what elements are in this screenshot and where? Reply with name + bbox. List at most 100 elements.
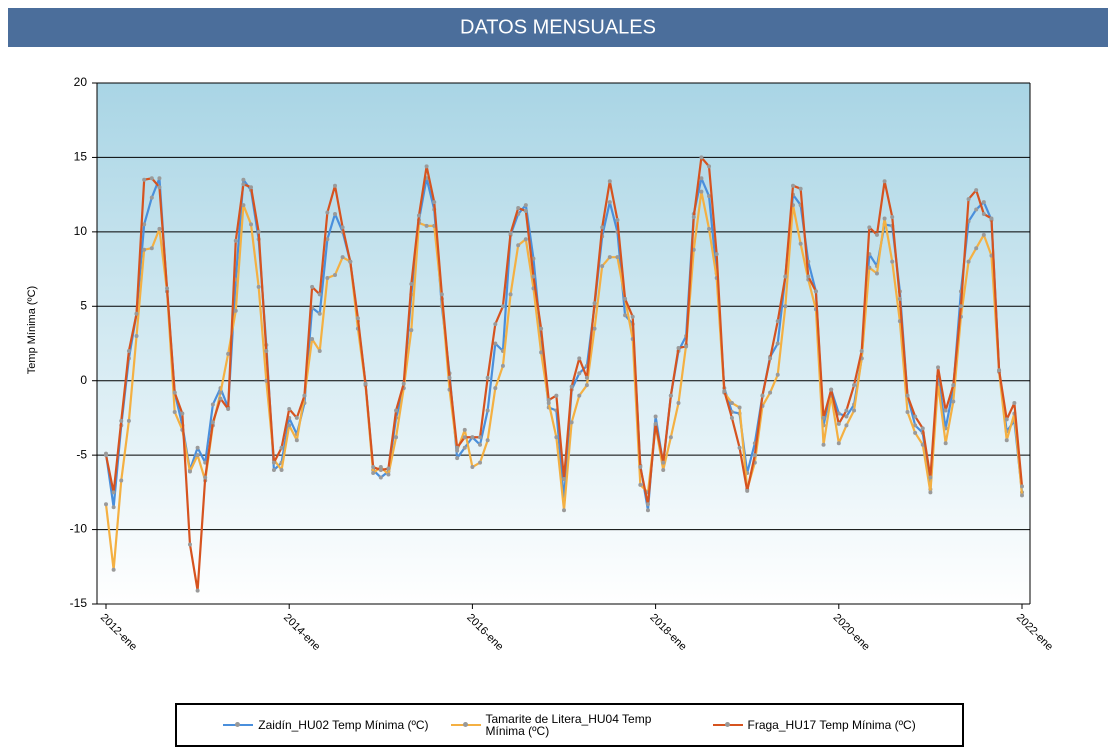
data-point bbox=[989, 216, 994, 221]
data-point bbox=[539, 326, 544, 331]
data-point bbox=[874, 232, 879, 237]
data-point bbox=[691, 214, 696, 219]
data-point bbox=[958, 304, 963, 309]
data-point bbox=[1020, 493, 1024, 498]
data-point bbox=[432, 200, 437, 205]
data-point bbox=[852, 383, 857, 388]
data-point bbox=[333, 273, 337, 278]
data-point bbox=[333, 211, 337, 216]
x-tick-label: 2018-ene bbox=[647, 612, 688, 653]
data-point bbox=[798, 241, 803, 246]
data-point bbox=[974, 246, 979, 251]
data-point bbox=[638, 465, 643, 470]
data-point bbox=[447, 375, 452, 380]
data-point bbox=[333, 183, 337, 188]
data-point bbox=[256, 284, 261, 289]
data-point bbox=[615, 255, 620, 260]
data-point bbox=[119, 478, 124, 483]
data-point bbox=[226, 351, 231, 356]
data-point bbox=[668, 393, 673, 398]
data-point bbox=[378, 475, 383, 480]
data-point bbox=[195, 453, 200, 458]
y-tick-label: 0 bbox=[80, 373, 87, 387]
data-point bbox=[264, 348, 269, 353]
y-tick-label: -5 bbox=[76, 447, 87, 461]
x-tick-label: 2014-ene bbox=[281, 612, 322, 653]
data-point bbox=[226, 406, 231, 411]
data-point bbox=[180, 411, 185, 416]
data-point bbox=[317, 348, 322, 353]
data-point bbox=[928, 490, 933, 495]
data-point bbox=[584, 375, 589, 380]
data-point bbox=[615, 217, 620, 222]
data-point bbox=[943, 441, 948, 446]
data-point bbox=[630, 314, 635, 319]
data-point bbox=[821, 442, 826, 447]
data-point bbox=[974, 207, 979, 212]
data-point bbox=[157, 226, 162, 231]
data-point bbox=[951, 399, 956, 404]
data-point bbox=[172, 409, 177, 414]
data-point bbox=[966, 197, 971, 202]
data-point bbox=[592, 326, 597, 331]
data-point bbox=[562, 476, 566, 481]
data-point bbox=[600, 225, 605, 230]
data-point bbox=[737, 405, 742, 410]
data-point bbox=[913, 414, 918, 419]
data-point bbox=[668, 435, 673, 440]
legend-swatch bbox=[450, 722, 481, 727]
legend-swatch bbox=[712, 722, 743, 727]
data-point bbox=[707, 194, 712, 199]
data-point bbox=[913, 423, 918, 428]
y-tick-label: 15 bbox=[74, 150, 88, 164]
plot-area bbox=[97, 83, 1030, 604]
data-point bbox=[111, 505, 116, 510]
data-point bbox=[554, 435, 559, 440]
data-point bbox=[523, 209, 528, 214]
legend-item: Fraga_HU17 Temp Mínima (ºC) bbox=[712, 718, 916, 732]
data-point bbox=[661, 460, 666, 465]
data-point bbox=[684, 344, 689, 349]
data-point bbox=[997, 368, 1002, 373]
data-point bbox=[1020, 484, 1024, 489]
data-point bbox=[943, 408, 948, 413]
data-point bbox=[638, 482, 643, 487]
data-point bbox=[882, 216, 887, 221]
data-point bbox=[897, 296, 902, 301]
x-tick-label: 2020-ene bbox=[831, 612, 872, 653]
data-point bbox=[974, 188, 979, 193]
legend-label: Fraga_HU17 Temp Mínima (ºC) bbox=[747, 718, 916, 732]
data-point bbox=[607, 255, 612, 260]
data-point bbox=[645, 502, 650, 507]
data-point bbox=[775, 319, 780, 324]
x-tick-label: 2016-ene bbox=[464, 612, 505, 653]
data-point bbox=[661, 468, 666, 473]
data-point bbox=[455, 448, 460, 453]
data-point bbox=[165, 286, 170, 291]
data-point bbox=[256, 229, 261, 234]
data-point bbox=[890, 214, 895, 219]
data-point bbox=[340, 255, 345, 260]
data-point bbox=[737, 445, 742, 450]
data-point bbox=[134, 334, 139, 339]
data-point bbox=[424, 164, 429, 169]
data-point bbox=[279, 468, 284, 473]
data-point bbox=[187, 542, 192, 547]
data-point bbox=[142, 177, 147, 182]
data-point bbox=[562, 508, 566, 513]
data-point bbox=[241, 182, 246, 187]
data-point bbox=[607, 200, 612, 205]
data-point bbox=[676, 401, 681, 406]
data-point bbox=[920, 426, 925, 431]
data-point bbox=[607, 179, 612, 184]
data-point bbox=[493, 341, 498, 346]
y-tick-label: 20 bbox=[74, 75, 88, 89]
data-point bbox=[806, 274, 811, 279]
data-point bbox=[500, 363, 505, 368]
data-point bbox=[577, 371, 582, 376]
data-point bbox=[416, 213, 421, 218]
data-point bbox=[310, 284, 315, 289]
data-point bbox=[386, 466, 391, 471]
y-tick-label: 10 bbox=[74, 224, 88, 238]
